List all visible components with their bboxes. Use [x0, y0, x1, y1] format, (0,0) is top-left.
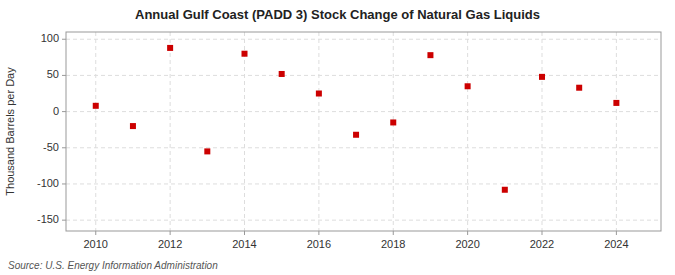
x-tick	[542, 231, 543, 235]
point	[390, 119, 396, 125]
x-tick	[244, 231, 245, 235]
x-tick	[170, 231, 171, 235]
point	[613, 100, 619, 106]
point	[502, 187, 508, 193]
x-grid-line	[393, 32, 394, 231]
point	[353, 132, 359, 138]
x-grid-line	[244, 32, 245, 231]
x-grid-line	[542, 32, 543, 231]
x-tick-label: 2014	[232, 238, 256, 250]
point	[576, 85, 582, 91]
point	[167, 45, 173, 51]
x-tick-label: 2012	[158, 238, 182, 250]
x-grid-line	[170, 32, 171, 231]
y-tick-label: -150	[37, 213, 59, 225]
y-tick	[62, 183, 66, 184]
grid	[66, 32, 661, 231]
y-tick-label: 100	[41, 32, 59, 44]
chart-container: -150 -100 -50 0 50 100 2010 2012 2014 2016 2018 202…	[0, 0, 675, 275]
y-tick	[62, 75, 66, 76]
x-grid-line	[467, 32, 468, 231]
point	[130, 123, 136, 129]
x-grid-line	[616, 32, 617, 231]
point	[427, 52, 433, 58]
point	[242, 51, 248, 57]
x-tick-label: 2010	[84, 238, 108, 250]
y-axis-label: Thousand Barrels per Day	[4, 67, 16, 196]
y-grid-line	[66, 39, 661, 40]
y-tick-label: 50	[47, 68, 59, 80]
source-note: Source: U.S. Energy Information Administ…	[8, 260, 218, 271]
point	[316, 91, 322, 97]
x-tick-label: 2022	[530, 238, 554, 250]
x-grid-line	[318, 32, 319, 231]
x-tick	[616, 231, 617, 235]
y-tick	[62, 39, 66, 40]
y-grid-line	[66, 111, 661, 112]
y-tick-label: 0	[53, 105, 59, 117]
point	[279, 71, 285, 77]
x-grid-line	[95, 32, 96, 231]
chart-svg: -150 -100 -50 0 50 100 2010 2012 2014 2016 2018 202…	[0, 0, 675, 275]
y-tick-label: -50	[43, 141, 59, 153]
x-tick	[318, 231, 319, 235]
chart-title: Annual Gulf Coast (PADD 3) Stock Change …	[135, 7, 540, 22]
axes: -150 -100 -50 0 50 100 2010 2012 2014 2016 2018 202…	[37, 32, 629, 250]
point	[539, 74, 545, 80]
x-tick	[95, 231, 96, 235]
x-tick-label: 2024	[604, 238, 628, 250]
x-tick-label: 2018	[381, 238, 405, 250]
y-grid-line	[66, 147, 661, 148]
point	[204, 148, 210, 154]
y-grid-line	[66, 183, 661, 184]
point	[93, 103, 99, 109]
y-tick	[62, 147, 66, 148]
x-tick-label: 2020	[455, 238, 479, 250]
points	[93, 45, 620, 193]
plot-frame	[66, 32, 661, 231]
y-tick	[62, 220, 66, 221]
point	[465, 83, 471, 89]
y-grid-line	[66, 75, 661, 76]
y-grid-line	[66, 220, 661, 221]
y-tick	[62, 111, 66, 112]
x-tick	[467, 231, 468, 235]
x-tick	[393, 231, 394, 235]
x-tick-label: 2016	[307, 238, 331, 250]
y-tick-label: -100	[37, 177, 59, 189]
